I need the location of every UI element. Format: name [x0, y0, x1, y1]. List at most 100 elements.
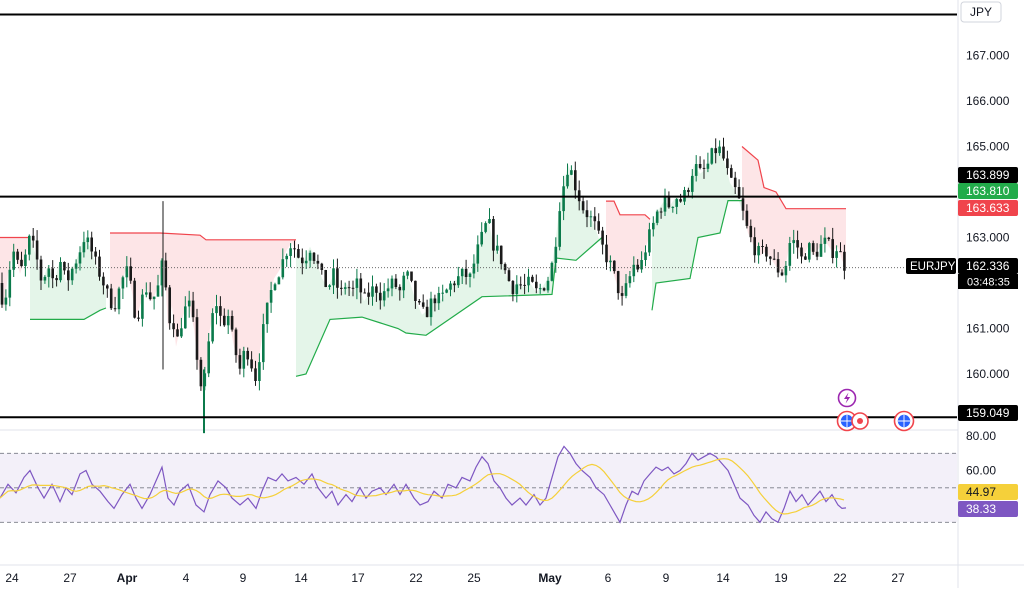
candle-57	[223, 308, 226, 327]
candle-73	[285, 253, 288, 267]
price-tick-label: 165.000	[966, 140, 1010, 154]
candle-62	[242, 346, 246, 378]
candle-172	[671, 206, 675, 213]
candle-206	[804, 253, 807, 260]
price-label-level-top[interactable]: 163.899	[958, 167, 1018, 183]
price-label-text: 163.810	[966, 184, 1010, 198]
candle-100	[390, 275, 394, 297]
candle-32	[125, 256, 129, 288]
time-tick-label: 9	[663, 571, 670, 585]
candle-122	[476, 235, 480, 272]
candle-45	[176, 323, 179, 337]
candle-116	[453, 280, 456, 293]
price-tick-label: 163.000	[966, 231, 1010, 245]
candle-196	[765, 244, 768, 262]
candle-145	[566, 163, 569, 189]
candle-20	[78, 246, 82, 271]
price-label-last-price[interactable]: 162.336	[958, 258, 1018, 274]
rsi-tick-label: 60.00	[966, 464, 996, 478]
rsi-line	[0, 445, 847, 524]
candle-126	[492, 216, 495, 262]
supertrend-up-fill-0	[30, 237, 106, 320]
candle-107	[418, 299, 421, 305]
candle-80	[312, 252, 316, 264]
candle-78	[304, 250, 308, 269]
candle-160	[624, 274, 628, 299]
time-tick-label: 22	[409, 571, 423, 585]
countdown-text: 03:48:35	[967, 277, 1010, 289]
candle-17	[67, 262, 70, 291]
candle-8	[31, 228, 35, 248]
price-tick-label: 160.000	[966, 367, 1010, 381]
candle-113	[441, 284, 444, 302]
candle-79	[308, 250, 312, 268]
rsi-value-text: 38.33	[966, 502, 996, 516]
candle-92	[359, 273, 363, 304]
supertrend-down-fill-3	[742, 146, 846, 274]
price-label-supertrend-down[interactable]: 163.633	[958, 200, 1018, 216]
candle-161	[628, 271, 632, 288]
candle-6	[24, 249, 27, 277]
candle-210	[819, 235, 823, 257]
candle-106	[414, 280, 417, 309]
candle-142	[554, 237, 558, 273]
candle-59	[230, 310, 234, 332]
candle-83	[324, 269, 327, 288]
candle-167	[652, 216, 655, 237]
candle-200	[780, 269, 784, 277]
candle-188	[733, 171, 737, 194]
candle-18	[70, 266, 74, 285]
candle-102	[398, 284, 402, 301]
candle-208	[811, 240, 815, 255]
candle-201	[784, 261, 788, 283]
currency-label[interactable]: JPY	[960, 1, 1002, 23]
candle-54	[211, 308, 214, 344]
candle-203	[792, 229, 795, 254]
candle-28	[109, 283, 113, 310]
globe-icon[interactable]	[893, 410, 915, 432]
candle-91	[355, 268, 359, 300]
candle-137	[535, 274, 538, 294]
supertrend-up-fill-1	[296, 164, 602, 377]
flash-icon[interactable]	[837, 388, 857, 408]
candle-51	[199, 357, 203, 391]
candle-207	[808, 241, 811, 263]
candle-30	[117, 286, 121, 315]
rsi-value-label[interactable]: 38.33	[958, 501, 1018, 517]
globe-icon[interactable]	[836, 410, 858, 432]
candle-13	[51, 260, 54, 289]
candle-215	[839, 242, 842, 253]
candle-65	[254, 360, 257, 386]
candle-103	[402, 271, 405, 299]
candle-216	[843, 244, 846, 280]
candle-187	[730, 164, 733, 178]
candle-98	[382, 283, 386, 307]
candle-177	[691, 169, 694, 199]
candle-61	[238, 348, 242, 375]
time-tick-label: 27	[891, 571, 905, 585]
candle-131	[511, 280, 515, 302]
candle-29	[113, 296, 117, 312]
candle-108	[421, 294, 425, 309]
candle-133	[519, 276, 522, 290]
price-label-supertrend-up[interactable]: 163.810	[958, 183, 1018, 199]
candle-42	[164, 252, 168, 291]
price-label-level-bottom[interactable]: 159.049	[958, 405, 1018, 421]
rsi-ma-value-label[interactable]: 44.97	[958, 484, 1018, 500]
supertrend-up-fill-2	[652, 146, 742, 311]
time-tick-label: 19	[774, 571, 788, 585]
candle-185	[722, 137, 725, 161]
record-dot-icon[interactable]	[851, 412, 869, 430]
symbol-tag[interactable]: EURJPY	[906, 258, 956, 274]
supertrend-down-fill-1	[110, 233, 296, 393]
candle-24	[94, 247, 97, 265]
rsi-ma-value-text: 44.97	[966, 485, 996, 499]
candle-82	[320, 262, 324, 275]
candle-48	[187, 290, 191, 318]
candle-193	[753, 227, 756, 263]
candle-2	[8, 261, 12, 307]
candle-128	[499, 245, 503, 270]
candle-124	[484, 221, 487, 234]
candle-164	[640, 251, 643, 273]
candle-170	[663, 188, 667, 216]
